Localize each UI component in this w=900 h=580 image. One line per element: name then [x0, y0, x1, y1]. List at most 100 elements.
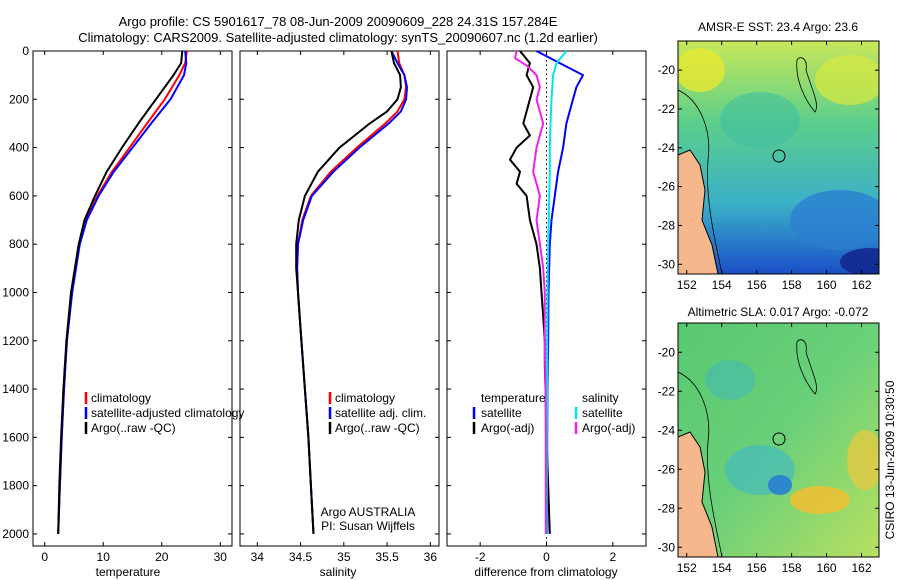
sst-map-title: AMSR-E SST: 23.4 Argo: 23.6: [698, 20, 858, 34]
x-tick-label: 0: [41, 550, 48, 564]
legend-label-argo: Argo(..raw -QC): [91, 421, 176, 435]
y-tick-label: 400: [9, 141, 29, 155]
sst-reef-contour: [796, 57, 817, 113]
series-line-climatology: [57, 50, 188, 534]
difference-panel: -2 0 2 difference from climatology tempera…: [446, 50, 647, 579]
map-y-tick-label: -26: [658, 462, 676, 476]
temperature-legend: climatology satellite-adjusted climatolo…: [84, 391, 244, 435]
temperature-xlabel: temperature: [96, 565, 161, 579]
map-y-tick-label: -26: [658, 180, 676, 194]
map-x-tick-label: 160: [817, 278, 837, 292]
x-tick-label: 35.5: [375, 550, 399, 564]
salinity-legend: climatology satellite adj. clim. Argo(..…: [328, 391, 426, 435]
legend-title-temperature: temperature: [481, 391, 546, 405]
salinity-xlabel: salinity: [320, 565, 357, 579]
sst-cool-patch: [720, 92, 800, 148]
sla-low-patch: [705, 360, 755, 400]
map-x-tick-label: 152: [677, 561, 697, 575]
sst-argo-position-marker: [772, 149, 786, 163]
map-x-tick-label: 162: [852, 561, 872, 575]
map-x-tick-label: 154: [712, 278, 732, 292]
map-x-tick-label: 158: [782, 561, 802, 575]
sla-map-frame: [677, 322, 880, 558]
x-tick-label: 2: [609, 550, 616, 564]
legend-label-temp-satellite: satellite: [481, 406, 522, 420]
map-x-tick-label: 154: [712, 561, 732, 575]
map-y-tick-label: -30: [658, 257, 676, 271]
x-tick-label: 20: [155, 550, 169, 564]
y-tick-label: 800: [9, 237, 29, 251]
map-y-tick-label: -28: [658, 218, 676, 232]
sst-contour: [678, 89, 723, 274]
x-tick-label: -2: [475, 550, 486, 564]
sla-high-patch: [847, 430, 879, 490]
map-y-tick-label: -20: [658, 345, 676, 359]
map-x-tick-label: 156: [747, 278, 767, 292]
sst-cold-patch: [840, 248, 879, 274]
map-x-tick-label: 156: [747, 561, 767, 575]
sst-cool-patch: [790, 190, 879, 250]
map-y-tick-label: -22: [658, 102, 676, 116]
sla-reef-contour: [796, 339, 817, 395]
sst-map: AMSR-E SST: 23.4 Argo: 23.6 152 154 156 158…: [658, 20, 880, 292]
x-tick-label: 0: [543, 550, 550, 564]
salinity-panel: 34 34.5 35 35.5 36 salinity climatology sate…: [239, 50, 440, 579]
difference-legend: temperature satellite Argo(-adj) salinit…: [472, 391, 635, 435]
map-y-tick-label: -24: [658, 141, 676, 155]
legend-label-satellite-adj: satellite adj. clim.: [335, 406, 426, 420]
sla-map-title: Altimetric SLA: 0.017 Argo: -0.072: [688, 305, 869, 319]
sla-low-patch: [768, 475, 792, 495]
legend-label-sal-argo: Argo(-adj): [582, 421, 635, 435]
series-line-argo-raw-qc-: [295, 50, 402, 534]
legend-label-climatology: climatology: [335, 391, 395, 405]
sla-australia-coast: [678, 431, 719, 557]
legend-label-temp-argo: Argo(-adj): [481, 421, 534, 435]
y-tick-label: 200: [9, 92, 29, 106]
x-tick-label: 34: [251, 550, 265, 564]
sst-warm-patch: [678, 48, 725, 92]
y-tick-label: 1400: [2, 382, 29, 396]
timestamp-side-label: CSIRO 13-Jun-2009 10:30:50: [883, 380, 897, 539]
series-line-argo-raw-qc-: [57, 50, 184, 534]
sla-contour: [678, 371, 723, 557]
map-y-tick-label: -22: [658, 384, 676, 398]
map-x-tick-label: 162: [852, 278, 872, 292]
sst-australia-coast: [678, 149, 719, 274]
figure-title-line2: Climatology: CARS2009. Satellite-adjuste…: [78, 30, 598, 45]
legend-title-salinity: salinity: [582, 391, 619, 405]
map-y-tick-label: -28: [658, 501, 676, 515]
temperature-axes-frame: [32, 50, 233, 547]
argo-program-label: Argo AUSTRALIA: [321, 505, 416, 519]
temperature-panel: 0 10 20 30 0 200 400 600 800 1000 1200 1400 1600 1800…: [2, 44, 244, 579]
y-tick-label: 1800: [2, 479, 29, 493]
legend-label-satellite-adjusted: satellite-adjusted climatology: [91, 406, 244, 420]
map-x-tick-label: 158: [782, 278, 802, 292]
y-tick-label: 1600: [2, 430, 29, 444]
difference-xlabel: difference from climatology: [474, 565, 617, 579]
sst-warm-patch: [815, 55, 879, 105]
map-y-tick-label: -20: [658, 63, 676, 77]
x-tick-label: 34.5: [289, 550, 313, 564]
series-line-salinity-argo-adj-: [514, 50, 547, 534]
legend-label-argo: Argo(..raw -QC): [335, 421, 420, 435]
series-line-salinity-satellite: [545, 50, 568, 534]
series-line-satellite-adj-clim-: [296, 50, 408, 534]
map-x-tick-label: 160: [817, 561, 837, 575]
sla-high-patch: [790, 486, 850, 514]
map-y-tick-label: -30: [658, 540, 676, 554]
map-y-tick-label: -24: [658, 423, 676, 437]
y-tick-label: 1200: [2, 334, 29, 348]
map-x-tick-label: 152: [677, 278, 697, 292]
x-tick-label: 35: [337, 550, 351, 564]
sla-argo-position-marker: [772, 432, 786, 446]
x-tick-label: 30: [214, 550, 228, 564]
y-tick-label: 2000: [2, 527, 29, 541]
sst-map-frame: [677, 40, 880, 275]
sla-map: Altimetric SLA: 0.017 Argo: -0.072 152 15…: [658, 305, 880, 575]
legend-label-sal-satellite: satellite: [582, 406, 623, 420]
legend-label-climatology: climatology: [91, 391, 151, 405]
y-tick-label: 600: [9, 189, 29, 203]
y-tick-label: 1000: [2, 285, 29, 299]
series-line-satellite-adjusted-climatology: [57, 50, 188, 534]
